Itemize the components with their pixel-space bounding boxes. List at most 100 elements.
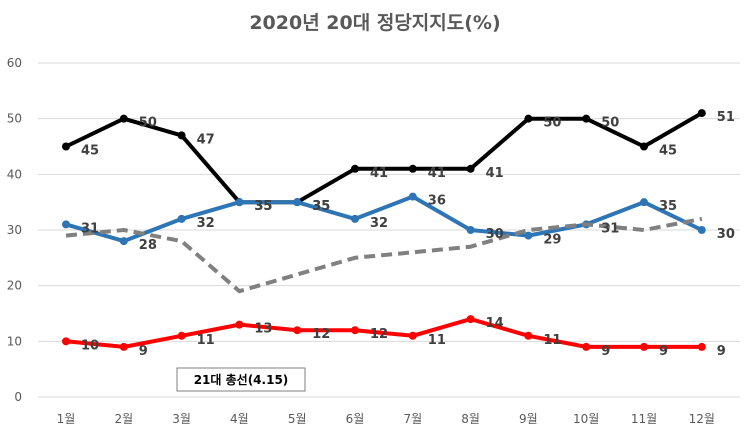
x-axis-ticks: 1월 2월 3월 4월 5월 6월 7월 8월 9월 10월 11월 12월 xyxy=(57,412,715,426)
data-label: 32 xyxy=(197,216,215,231)
data-label: 11 xyxy=(543,333,561,348)
data-point xyxy=(119,114,128,123)
data-label: 32 xyxy=(370,216,388,231)
data-point xyxy=(466,164,475,173)
data-label: 45 xyxy=(81,144,99,159)
annotation-box xyxy=(176,367,306,392)
series-line xyxy=(65,194,703,244)
data-point xyxy=(408,164,417,173)
data-point xyxy=(235,198,244,207)
data-label: 35 xyxy=(312,199,330,214)
data-point xyxy=(466,226,475,234)
data-label: 45 xyxy=(659,144,677,159)
y-tick-label: 30 xyxy=(7,223,22,237)
data-point xyxy=(177,331,186,340)
data-label: 13 xyxy=(254,322,272,337)
data-point xyxy=(351,214,359,223)
annotation-text: 21대 총선(4.15) xyxy=(194,372,289,387)
y-tick-label: 60 xyxy=(7,56,22,70)
data-label: 50 xyxy=(543,116,561,131)
data-label: 30 xyxy=(486,227,504,242)
data-label: 12 xyxy=(370,327,388,342)
data-label: 35 xyxy=(312,199,330,214)
data-point xyxy=(524,114,533,123)
data-label: 10 xyxy=(81,338,99,353)
y-tick-label: 0 xyxy=(14,390,22,404)
data-label: 35 xyxy=(254,199,272,214)
y-tick-label: 10 xyxy=(7,334,22,348)
data-point xyxy=(524,331,533,340)
y-axis-ticks: 0 10 20 30 40 50 60 xyxy=(7,56,22,404)
data-point xyxy=(62,337,70,346)
data-point xyxy=(408,331,417,340)
x-tick-label: 10월 xyxy=(573,412,599,426)
data-label: 14 xyxy=(486,316,504,331)
data-label: 35 xyxy=(659,199,677,214)
x-tick-label: 1월 xyxy=(57,412,76,426)
data-point xyxy=(640,142,648,151)
data-point xyxy=(177,131,186,140)
data-point xyxy=(62,142,70,151)
data-label: 36 xyxy=(428,194,446,209)
x-tick-label: 7월 xyxy=(403,412,422,426)
x-tick-label: 9월 xyxy=(519,412,538,426)
x-tick-label: 3월 xyxy=(172,412,191,426)
data-label: 31 xyxy=(601,221,619,236)
x-tick-label: 12월 xyxy=(689,412,715,426)
y-tick-label: 40 xyxy=(7,167,22,181)
data-point xyxy=(351,326,359,335)
data-point xyxy=(177,214,186,223)
series-line xyxy=(65,111,703,205)
data-label: 31 xyxy=(81,221,99,236)
data-label: 12 xyxy=(312,327,330,342)
data-point xyxy=(582,342,591,351)
data-point xyxy=(293,326,302,335)
y-tick-label: 50 xyxy=(7,112,22,126)
y-tick-label: 20 xyxy=(7,279,22,293)
data-point xyxy=(119,342,128,351)
data-point xyxy=(640,342,648,351)
data-point xyxy=(119,237,128,246)
data-label: 41 xyxy=(428,166,446,181)
data-label: 41 xyxy=(486,166,504,181)
data-label: 41 xyxy=(370,166,388,181)
data-point xyxy=(351,164,359,173)
data-label: 9 xyxy=(659,344,668,359)
data-point xyxy=(466,315,475,324)
x-tick-label: 6월 xyxy=(346,412,365,426)
data-label: 50 xyxy=(139,116,157,131)
data-label: 28 xyxy=(139,238,157,253)
chart-title: 2020년 20대 정당지지도(%) xyxy=(249,12,500,34)
series-lines xyxy=(62,109,706,351)
data-label: 11 xyxy=(197,333,215,348)
data-point xyxy=(408,192,417,201)
data-label: 9 xyxy=(601,344,610,359)
series-line xyxy=(65,317,702,349)
x-tick-label: 2월 xyxy=(114,412,133,426)
x-tick-label: 4월 xyxy=(230,412,249,426)
data-point xyxy=(293,198,302,207)
data-point xyxy=(640,198,648,207)
x-tick-label: 11월 xyxy=(631,412,657,426)
x-tick-label: 8월 xyxy=(461,412,480,426)
data-point xyxy=(582,114,591,123)
data-point xyxy=(524,231,533,240)
data-label: 9 xyxy=(139,344,148,359)
election-annotation: 21대 총선(4.15) xyxy=(176,367,306,392)
x-tick-label: 5월 xyxy=(288,412,307,426)
data-point xyxy=(62,220,70,229)
data-label: 29 xyxy=(543,233,561,248)
data-label: 47 xyxy=(197,132,215,147)
data-label: 11 xyxy=(428,333,446,348)
data-point xyxy=(697,109,706,118)
data-label: 30 xyxy=(717,227,735,242)
data-point xyxy=(235,320,244,329)
data-point xyxy=(697,226,706,234)
series-line xyxy=(65,216,703,294)
data-label: 51 xyxy=(717,110,735,125)
data-label: 9 xyxy=(717,344,726,359)
data-label: 35 xyxy=(254,199,272,214)
